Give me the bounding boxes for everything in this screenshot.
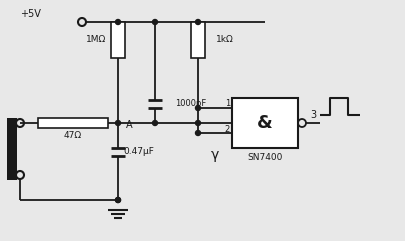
- Circle shape: [153, 120, 158, 126]
- Text: 1000pF: 1000pF: [175, 100, 206, 108]
- Bar: [232, 98, 298, 148]
- Text: 1kΩ: 1kΩ: [216, 35, 234, 45]
- Text: 0.47μF: 0.47μF: [123, 147, 154, 156]
- Circle shape: [115, 198, 121, 202]
- Text: A: A: [126, 120, 132, 130]
- Circle shape: [115, 198, 121, 202]
- Text: SN7400: SN7400: [247, 154, 283, 162]
- Text: 47Ω: 47Ω: [64, 130, 82, 140]
- Text: 1: 1: [225, 100, 230, 108]
- Circle shape: [196, 130, 200, 135]
- Text: +5V: +5V: [20, 9, 41, 19]
- Circle shape: [115, 20, 121, 25]
- Bar: [191, 22, 205, 58]
- Circle shape: [115, 120, 121, 126]
- Text: 3: 3: [310, 110, 316, 120]
- Circle shape: [196, 106, 200, 111]
- Circle shape: [196, 20, 200, 25]
- Circle shape: [196, 120, 200, 126]
- Text: &: &: [257, 114, 273, 132]
- Bar: [7, 118, 17, 180]
- Bar: [38, 118, 108, 128]
- Bar: [111, 22, 125, 58]
- Circle shape: [153, 20, 158, 25]
- Text: 2: 2: [225, 125, 230, 134]
- Text: γ: γ: [211, 148, 219, 162]
- Text: 1MΩ: 1MΩ: [86, 35, 106, 45]
